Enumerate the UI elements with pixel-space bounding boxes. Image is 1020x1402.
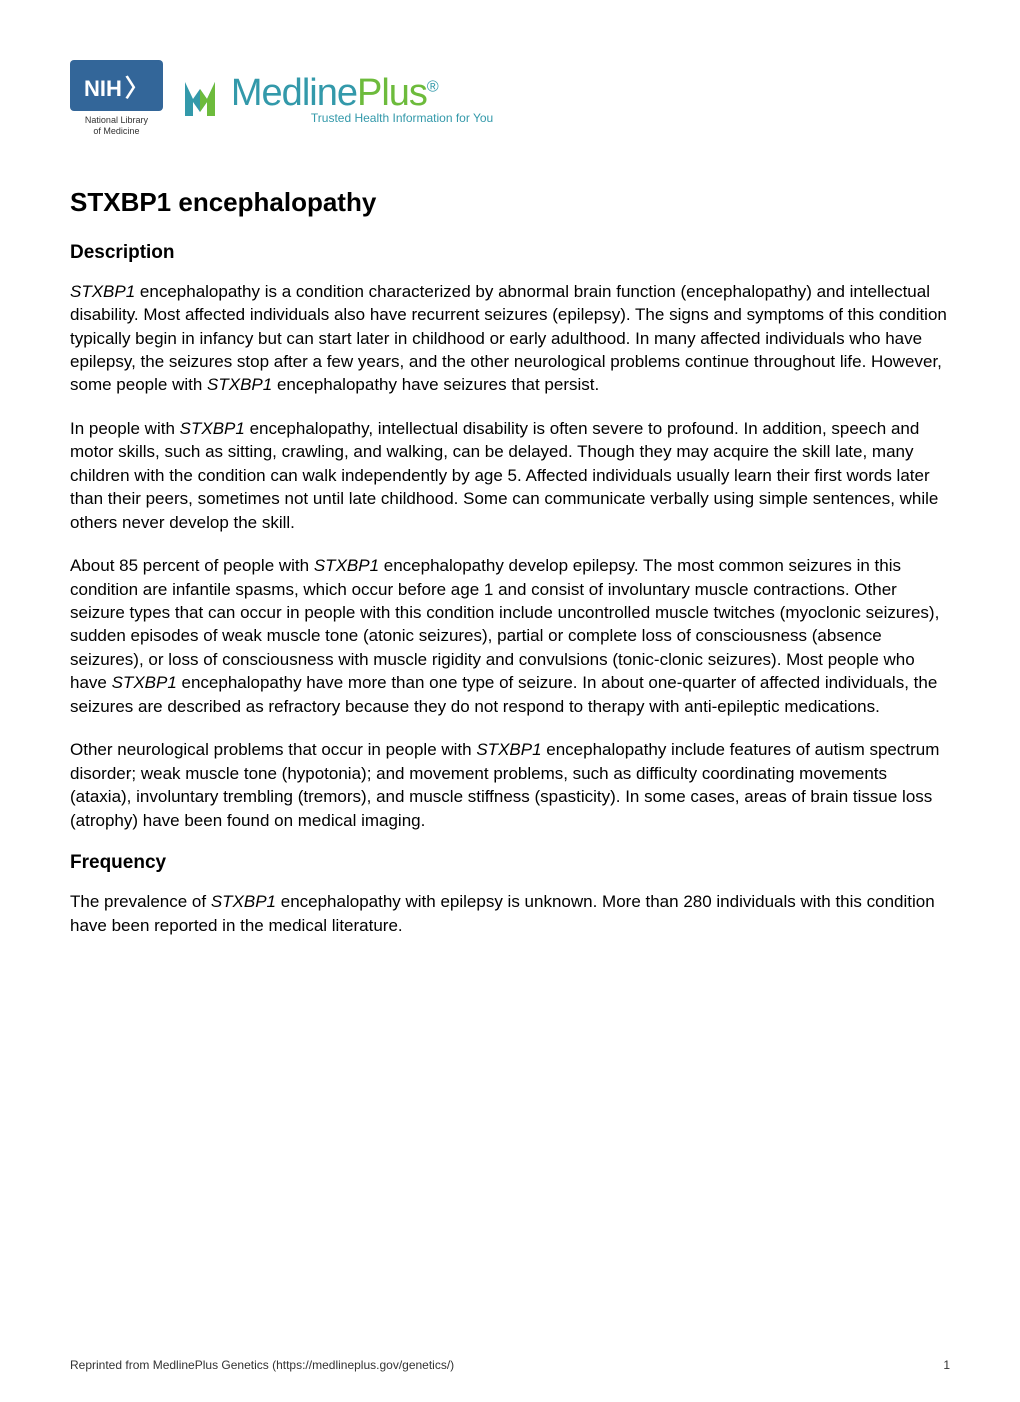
frequency-paragraph-1: The prevalence of STXBP1 encephalopathy …	[70, 890, 950, 937]
medlineplus-tagline: Trusted Health Information for You	[311, 111, 493, 125]
text-segment: encephalopathy develop epilepsy. The mos…	[70, 556, 939, 692]
nih-sublabel-line1: National Library	[85, 115, 148, 125]
gene-name: STXBP1	[314, 556, 379, 575]
nih-sublabel: National Library of Medicine	[85, 115, 148, 137]
text-segment: Other neurological problems that occur i…	[70, 740, 476, 759]
gene-name: STXBP1	[211, 892, 276, 911]
description-paragraph-4: Other neurological problems that occur i…	[70, 738, 950, 832]
medlineplus-name: MedlinePlus®	[231, 72, 493, 115]
frequency-heading: Frequency	[70, 852, 950, 874]
nih-sublabel-line2: of Medicine	[93, 126, 139, 136]
medlineplus-logo: MedlinePlus® Trusted Health Information …	[175, 72, 493, 125]
description-paragraph-1: STXBP1 encephalopathy is a condition cha…	[70, 280, 950, 397]
description-paragraph-3: About 85 percent of people with STXBP1 e…	[70, 554, 950, 718]
text-segment: In people with	[70, 419, 180, 438]
text-segment: encephalopathy have seizures that persis…	[272, 375, 599, 394]
text-segment: About 85 percent of people with	[70, 556, 314, 575]
gene-name: STXBP1	[207, 375, 272, 394]
gene-name: STXBP1	[476, 740, 541, 759]
gene-name: STXBP1	[112, 673, 177, 692]
logo-container: NIH〉 National Library of Medicine Medlin…	[70, 60, 950, 137]
gene-name: STXBP1	[70, 282, 135, 301]
gene-name: STXBP1	[180, 419, 245, 438]
footer: Reprinted from MedlinePlus Genetics (htt…	[0, 1358, 1020, 1372]
nih-logo-box: NIH〉	[70, 60, 163, 111]
description-heading: Description	[70, 242, 950, 264]
text-segment: The prevalence of	[70, 892, 211, 911]
medlineplus-text-block: MedlinePlus® Trusted Health Information …	[231, 72, 493, 125]
text-segment: encephalopathy have more than one type o…	[70, 673, 937, 715]
medlineplus-plus: Plus	[357, 72, 427, 114]
page-title: STXBP1 encephalopathy	[70, 187, 950, 218]
medlineplus-word: Medline	[231, 72, 357, 114]
medlineplus-figure-icon	[175, 74, 225, 124]
nih-arrow-icon: 〉	[125, 68, 149, 103]
footer-source: Reprinted from MedlinePlus Genetics (htt…	[70, 1358, 454, 1372]
medlineplus-registered-icon: ®	[427, 78, 438, 95]
footer-page-number: 1	[943, 1358, 950, 1372]
nih-badge: NIH〉 National Library of Medicine	[70, 60, 163, 137]
nih-label: NIH	[84, 76, 122, 101]
description-paragraph-2: In people with STXBP1 encephalopathy, in…	[70, 417, 950, 534]
